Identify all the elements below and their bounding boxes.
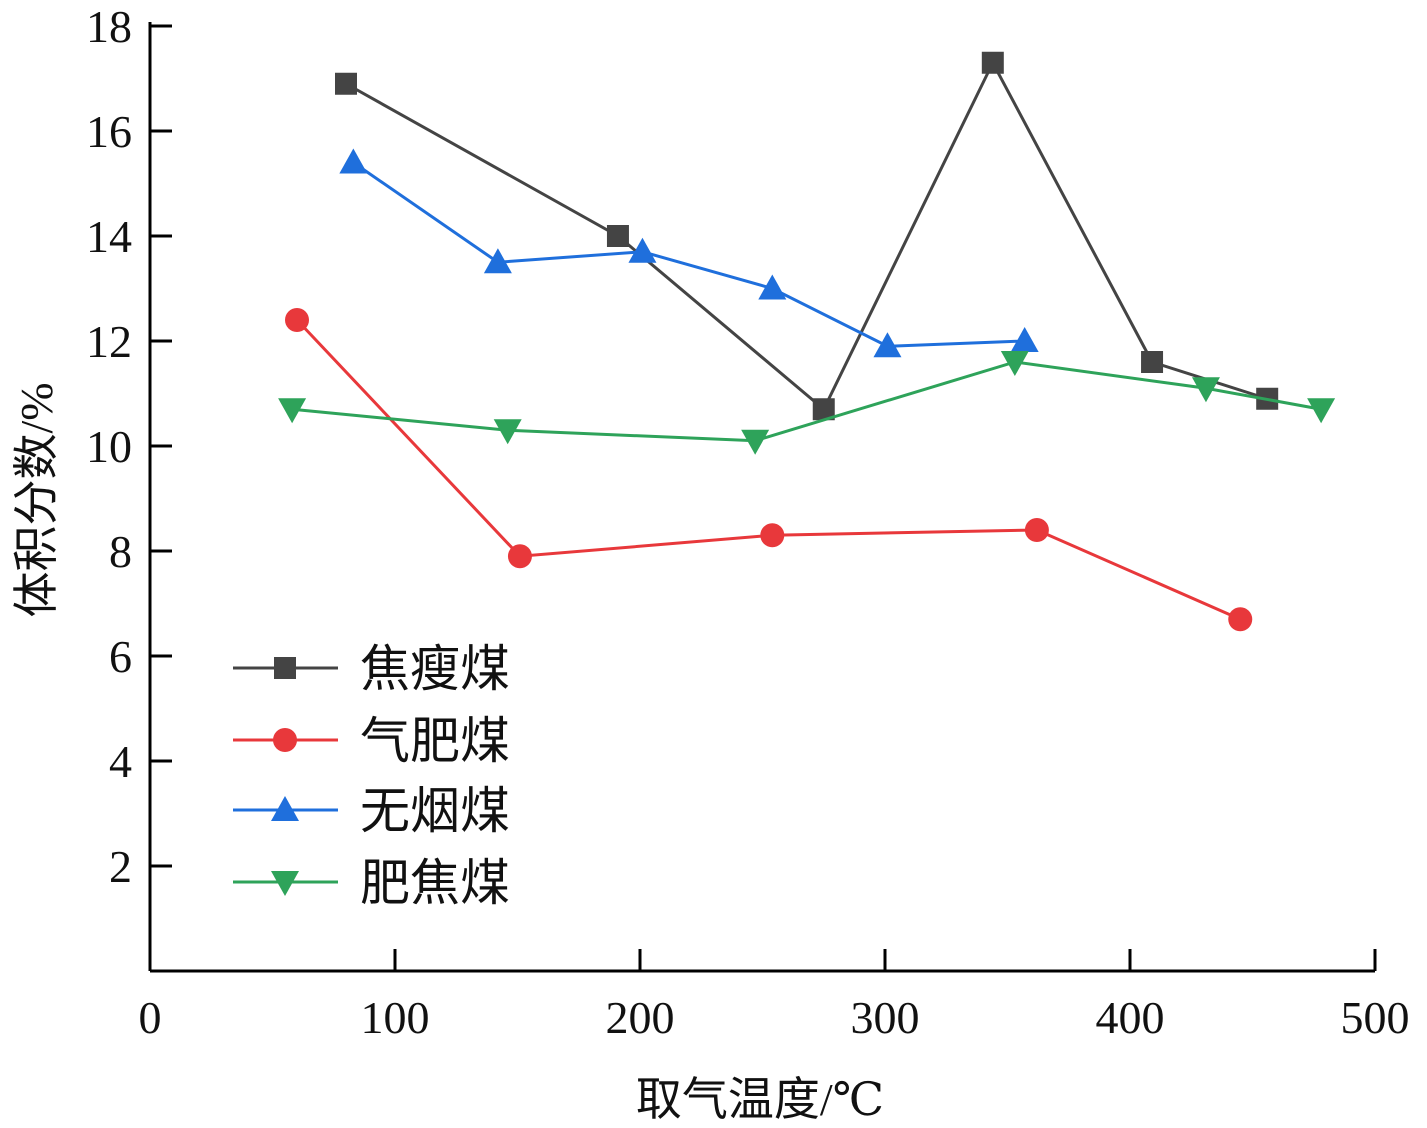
circle-marker xyxy=(285,308,309,332)
circle-marker xyxy=(273,728,297,752)
triangle-down-marker xyxy=(271,871,299,896)
x-axis-label: 取气温度/℃ xyxy=(636,1074,884,1125)
series-2 xyxy=(285,308,1253,632)
axes: 0 100 200 300 400 500 2 4 6 8 10 12 14 16 18 xyxy=(86,1,1410,1043)
legend-item: 焦瘦煤 xyxy=(233,641,510,697)
triangle-down-marker xyxy=(278,398,307,424)
y-tick-label: 2 xyxy=(109,841,132,892)
square-marker xyxy=(606,225,629,247)
legend-label: 气肥煤 xyxy=(360,713,510,769)
legend-item: 无烟煤 xyxy=(233,783,510,839)
triangle-up-marker xyxy=(628,237,657,263)
x-tick-label: 400 xyxy=(1096,992,1165,1043)
square-marker xyxy=(812,398,835,421)
legend-label: 肥焦煤 xyxy=(360,855,510,911)
x-tick-label: 200 xyxy=(606,992,675,1043)
x-tick-label: 500 xyxy=(1341,992,1410,1043)
triangle-up-marker xyxy=(758,274,787,300)
circle-marker xyxy=(1024,518,1049,542)
series-line xyxy=(291,360,1322,443)
legend-label: 焦瘦煤 xyxy=(360,641,510,697)
square-marker xyxy=(981,51,1004,74)
triangle-up-marker xyxy=(873,332,902,358)
series-1 xyxy=(335,51,1279,421)
y-axis-label: 体积分数/% xyxy=(11,382,62,617)
square-marker xyxy=(274,657,296,679)
series-4 xyxy=(278,351,1336,455)
circle-marker xyxy=(1228,607,1253,632)
circle-marker xyxy=(760,523,785,548)
x-tick-label: 300 xyxy=(851,992,920,1043)
square-marker xyxy=(1141,351,1164,373)
series-3 xyxy=(339,148,1039,358)
y-tick-label: 16 xyxy=(86,106,132,157)
y-tick-label: 18 xyxy=(86,1,132,52)
triangle-down-marker xyxy=(1000,351,1029,376)
y-tick-label: 8 xyxy=(109,526,132,577)
series-line xyxy=(345,59,1268,412)
y-tick-label: 4 xyxy=(109,736,132,787)
legend-item: 气肥煤 xyxy=(233,713,510,769)
triangle-up-marker xyxy=(483,248,512,274)
triangle-up-marker xyxy=(271,796,299,821)
y-tick-label: 12 xyxy=(86,316,132,367)
triangle-up-marker xyxy=(339,148,368,174)
triangle-down-marker xyxy=(741,429,770,455)
series-line xyxy=(352,161,1025,348)
y-tick-label: 14 xyxy=(86,211,132,262)
triangle-down-marker xyxy=(1191,377,1220,403)
y-tick-label: 10 xyxy=(86,421,132,472)
legend-item: 肥焦煤 xyxy=(233,855,510,911)
x-tick-label: 0 xyxy=(139,992,162,1043)
triangle-down-marker xyxy=(493,419,522,445)
y-tick-label: 6 xyxy=(109,631,132,682)
series-group xyxy=(278,51,1336,632)
x-tick-label: 100 xyxy=(361,992,430,1043)
series-line xyxy=(295,318,1241,621)
square-marker xyxy=(335,72,357,95)
circle-marker xyxy=(507,544,532,569)
triangle-down-marker xyxy=(1307,398,1336,424)
legend-label: 无烟煤 xyxy=(360,783,510,839)
triangle-up-marker xyxy=(1010,327,1039,352)
